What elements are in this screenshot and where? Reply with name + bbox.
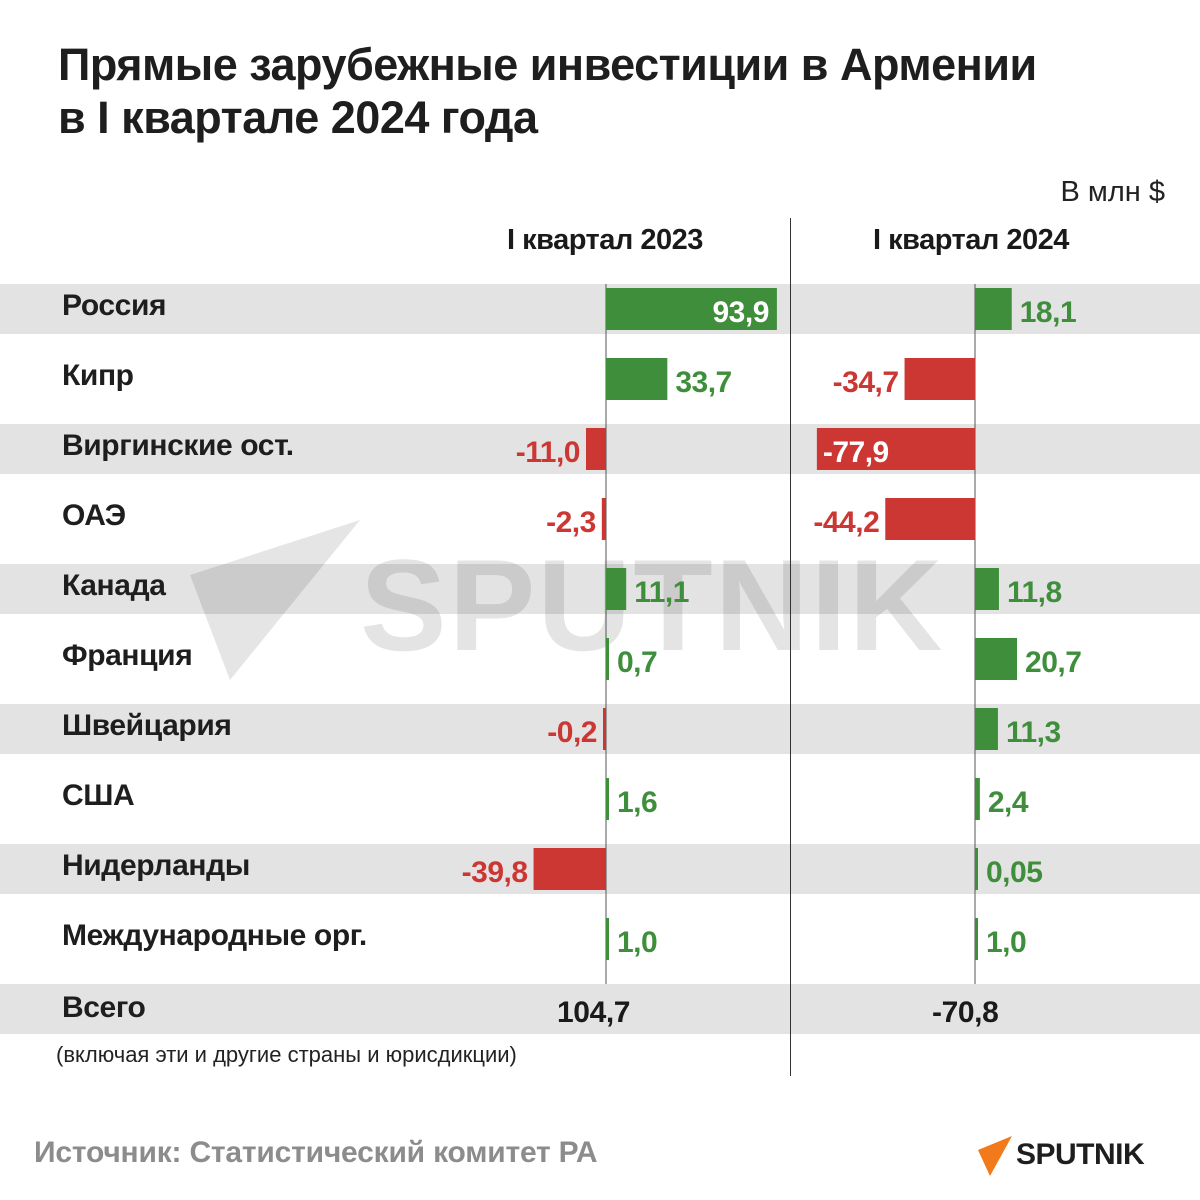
sputnik-logo: SPUTNIK [976,1134,1176,1178]
bar-value-label: -44,2 [813,506,879,539]
bar-value-label: 11,3 [1006,716,1061,749]
bar [885,498,975,540]
bar-value-label: 2,4 [988,786,1029,819]
bar-value-label: 20,7 [1025,646,1081,679]
bar [816,428,975,470]
bar [606,778,609,820]
bar [585,428,606,470]
bar [904,358,975,400]
bar-value-label: 1,0 [986,926,1026,959]
column-header-2024: I квартал 2024 [873,224,1069,256]
bar-value-label: 93,9 [713,296,769,329]
title-line-1: Прямые зарубежные инвестиции в Армении [58,39,1037,90]
column-divider [790,218,791,1076]
bar [975,778,980,820]
unit-label: В млн $ [1060,176,1165,208]
bar [975,288,1012,330]
bar [975,918,978,960]
bar-value-label: -0,2 [547,716,597,749]
total-value-2024: -70,8 [932,996,999,1029]
bar-value-label: 18,1 [1020,296,1076,329]
bar [975,708,998,750]
title-line-2: в I квартале 2024 года [58,92,538,143]
source-note: Источник: Статистический комитет РА [34,1136,598,1169]
bar [975,638,1018,680]
bar-value-label: -34,7 [833,366,899,399]
bar-value-label: -77,9 [823,436,889,469]
chart-title: Прямые зарубежные инвестиции в Армении в… [58,38,1178,144]
column-header-2023: I квартал 2023 [507,224,703,256]
country-label: Швейцария [62,709,232,742]
country-label: Кипр [62,359,134,392]
row-stripe [0,564,1200,614]
bar [606,918,609,960]
bar [975,848,978,890]
bar [975,568,999,610]
bar-value-label: 11,1 [634,576,689,609]
bar-value-label: 1,6 [617,786,657,819]
bar-value-label: -39,8 [462,856,528,889]
country-label: Виргинские ост. [62,429,294,462]
bar [606,638,609,680]
country-label: Международные орг. [62,919,367,952]
country-label: Нидерланды [62,849,250,882]
country-label: Канада [62,569,166,602]
bar [606,568,627,610]
bar-value-label: -11,0 [516,436,580,469]
brand-name: SPUTNIK [1016,1138,1145,1171]
bar [606,358,668,400]
row-stripe [0,984,1200,1034]
country-label: США [62,779,135,812]
bar-value-label: -2,3 [546,506,596,539]
bar-value-label: 11,8 [1007,576,1062,609]
bar [533,848,606,890]
country-label: Россия [62,289,167,322]
total-row-label: Всего [62,991,146,1024]
total-value-2023: 104,7 [557,996,631,1029]
country-label: Франция [62,639,193,672]
bar [601,498,606,540]
total-note: (включая эти и другие страны и юрисдикци… [56,1042,517,1067]
sputnik-arrow-icon [978,1136,1012,1176]
bar-value-label: 0,7 [617,646,657,679]
row-stripe [0,704,1200,754]
bar [603,708,606,750]
bar-value-label: 0,05 [986,856,1042,889]
bar-value-label: 1,0 [617,926,657,959]
bar [606,288,777,330]
country-label: ОАЭ [62,499,126,532]
bar-value-label: 33,7 [675,366,731,399]
